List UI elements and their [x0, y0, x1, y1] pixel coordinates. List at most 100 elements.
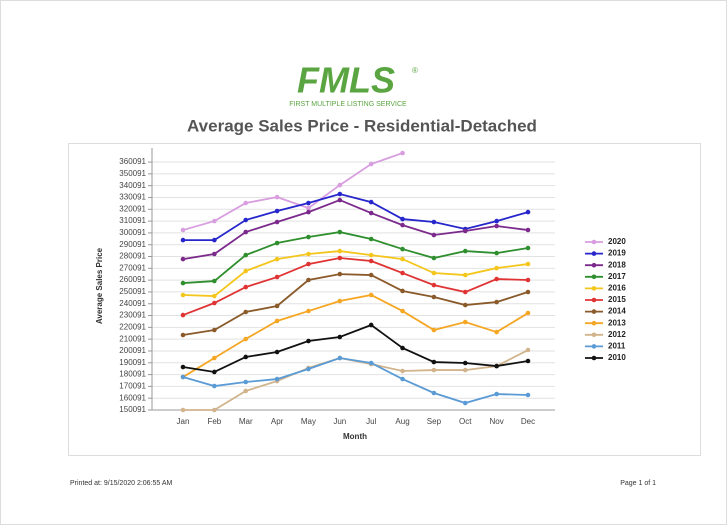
- series-point: [494, 218, 499, 224]
- series-point: [306, 261, 311, 267]
- y-tick-label: 170091: [119, 381, 146, 390]
- series-line: [182, 231, 529, 284]
- printed-at: Printed at: 9/15/2020 2:06:55 AM: [70, 480, 173, 487]
- series-point: [243, 268, 249, 274]
- series-point: [243, 200, 249, 206]
- y-tick-label: 250091: [119, 287, 146, 296]
- series-point: [525, 310, 531, 316]
- y-tick-label: 190091: [119, 358, 146, 367]
- series-point: [212, 327, 217, 333]
- chart-title: Average Sales Price - Residential-Detach…: [187, 116, 537, 135]
- series-point: [525, 227, 531, 233]
- series-point: [180, 364, 186, 370]
- series-point: [337, 298, 343, 304]
- series-point: [337, 197, 343, 203]
- y-tick-label: 340091: [119, 181, 146, 190]
- series-point: [462, 302, 468, 308]
- series-point: [306, 366, 311, 372]
- legend-swatch-dot: [591, 262, 597, 268]
- x-tick-label: Mar: [239, 417, 253, 426]
- series-point: [494, 265, 499, 271]
- legend-swatch-dot: [591, 286, 597, 291]
- series-line: [183, 193, 529, 241]
- y-tick-label: 360091: [119, 157, 146, 166]
- series-point: [525, 261, 531, 267]
- legend-label: 2010: [608, 353, 626, 362]
- series-point: [368, 272, 374, 278]
- series-point: [431, 232, 437, 238]
- series-point: [525, 289, 531, 295]
- series-point: [525, 209, 531, 215]
- page-number: Page 1 of 1: [620, 480, 656, 487]
- series-point: [462, 272, 468, 278]
- y-tick-label: 200091: [119, 346, 146, 355]
- series-point: [431, 359, 437, 365]
- series-point: [274, 303, 280, 309]
- x-tick-label: Apr: [271, 417, 284, 426]
- legend-swatch-dot: [591, 344, 597, 349]
- legend-label: 2017: [608, 272, 626, 281]
- x-tick-label: Oct: [459, 417, 472, 426]
- series-line: [182, 152, 403, 231]
- series-point: [337, 255, 343, 261]
- series-point: [243, 354, 249, 360]
- series-point: [337, 191, 343, 197]
- series-point: [400, 246, 405, 252]
- series-point: [180, 374, 186, 380]
- series-point: [462, 367, 468, 373]
- series-point: [462, 289, 468, 295]
- legend-swatch-dot: [591, 309, 597, 314]
- series-point: [274, 274, 280, 280]
- series-point: [212, 218, 217, 224]
- series-point: [243, 379, 249, 385]
- legend-swatch-dot: [591, 297, 597, 303]
- series-line: [182, 323, 529, 373]
- series-point: [525, 392, 531, 398]
- series-point: [306, 205, 311, 211]
- series-point: [400, 222, 405, 228]
- y-tick-label: 320091: [119, 204, 146, 213]
- series-point: [306, 338, 311, 344]
- y-tick-label: 270091: [119, 263, 146, 272]
- series-point: [212, 369, 217, 375]
- series-point: [180, 332, 186, 338]
- y-tick-label: 160091: [119, 393, 146, 402]
- series-point: [494, 276, 499, 282]
- series-point: [368, 292, 374, 298]
- series-point: [494, 363, 499, 369]
- series-point: [525, 245, 531, 251]
- legend-swatch-dot: [591, 239, 597, 245]
- series-point: [494, 250, 499, 256]
- legend-label: 2014: [608, 307, 626, 316]
- series-point: [306, 251, 311, 257]
- y-tick-label: 280091: [119, 252, 146, 261]
- series-point: [368, 258, 374, 264]
- legend-label: 2016: [608, 284, 626, 293]
- legend-swatch-dot: [591, 251, 597, 256]
- series-point: [243, 217, 249, 223]
- series-point: [525, 358, 531, 364]
- series-point: [400, 308, 405, 314]
- series-point: [337, 182, 343, 188]
- series-point: [243, 309, 249, 315]
- series-point: [337, 355, 343, 361]
- y-tick-label: 300091: [119, 228, 146, 237]
- legend-label: 2015: [608, 295, 626, 304]
- series-point: [494, 391, 499, 397]
- series-point: [431, 282, 437, 288]
- series-point: [180, 280, 186, 286]
- series-point: [494, 223, 499, 229]
- series-point: [274, 219, 280, 225]
- series-point: [212, 237, 217, 243]
- series-point: [212, 300, 217, 306]
- series-point: [212, 251, 217, 257]
- series-line: [182, 294, 529, 378]
- series-line: [182, 357, 529, 404]
- series-point: [431, 367, 437, 373]
- series-point: [243, 388, 249, 394]
- y-tick-label: 260091: [119, 275, 146, 284]
- y-tick-label: 230091: [119, 311, 146, 320]
- series-point: [180, 237, 186, 243]
- series-point: [400, 376, 405, 382]
- series-point: [274, 208, 280, 214]
